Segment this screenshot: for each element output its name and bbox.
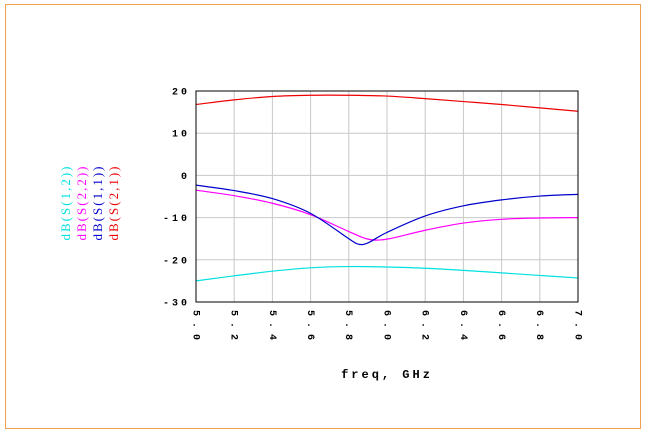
y-tick-label: -30	[163, 299, 190, 310]
y-tick-label: 10	[172, 130, 190, 141]
y-tick-label: -20	[163, 256, 190, 267]
x-tick-label: 5.2	[228, 310, 239, 346]
series-line-3	[195, 94, 579, 112]
x-axis-label: freq, GHz	[341, 368, 433, 382]
y-tick-label: -10	[163, 214, 190, 225]
grid-lines	[195, 90, 579, 303]
x-tick-label: 7.0	[571, 310, 582, 346]
x-tick-label: 5.0	[189, 310, 200, 346]
legend-entry: dB(S(2,1))	[106, 165, 121, 241]
x-tick-label: 6.4	[457, 310, 468, 346]
x-tick-label: 5.8	[342, 310, 353, 346]
plot-border	[195, 90, 579, 303]
series-line-1	[195, 189, 579, 241]
y-tick-labels: 20 10 0 -10 -20 -30	[163, 88, 190, 310]
x-tick-labels: 5.0 5.2 5.4 5.6 5.8 6.0 6.2 6.4 6.6 6.8 7.0	[189, 310, 582, 346]
series-line-0	[195, 265, 579, 282]
series-line-2	[195, 184, 579, 246]
legend: dB(S(1,2)) dB(S(2,2)) dB(S(1,1)) dB(S(2,1))	[58, 165, 121, 241]
legend-entry: dB(S(2,2))	[74, 165, 89, 241]
y-tick-label: 20	[172, 88, 190, 99]
plot-frame	[5, 4, 641, 429]
x-tick-label: 6.8	[533, 310, 544, 346]
series-layer	[195, 94, 579, 282]
x-tick-label: 6.2	[419, 310, 430, 346]
x-tick-label: 5.6	[304, 310, 315, 346]
x-tick-label: 6.6	[495, 310, 506, 346]
x-tick-label: 5.4	[266, 310, 277, 346]
y-tick-label: 0	[181, 172, 190, 183]
legend-entry: dB(S(1,2))	[58, 165, 73, 241]
x-tick-label: 6.0	[380, 310, 391, 346]
legend-entry: dB(S(1,1))	[90, 165, 105, 241]
